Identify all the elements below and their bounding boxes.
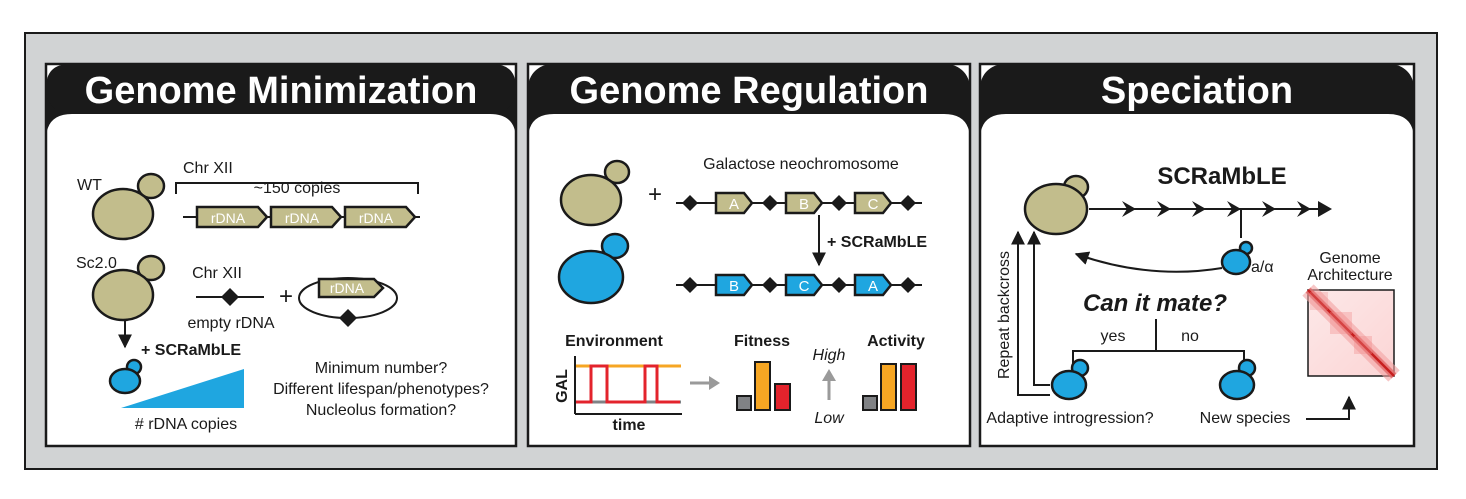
sc20-yeast-icon	[91, 254, 166, 322]
rdna-label: rDNA	[211, 210, 246, 226]
gene-box	[784, 191, 824, 215]
chr-xii-label-top: Chr XII	[183, 160, 233, 177]
time-axis-label: time	[613, 417, 646, 434]
copies-bracket	[175, 182, 419, 194]
backcross-arrow-inner	[1027, 230, 1050, 386]
gene-label: A	[729, 196, 739, 213]
plus-sign: +	[279, 283, 293, 310]
gene-box	[784, 273, 824, 297]
rdna-label: rDNA	[285, 210, 320, 226]
return-arrow	[1074, 251, 1223, 273]
mating-type-label: a/α	[1251, 259, 1274, 276]
scramble-label: + SCRaMbLE	[141, 342, 241, 359]
neochromosome-bottom: B C A	[676, 273, 922, 297]
no-label: no	[1181, 328, 1199, 345]
rdna-copies-label: # rDNA copies	[135, 416, 237, 433]
rdna-array: rDNA rDNA rDNA	[195, 205, 417, 229]
genome-arch-label-1: Genome	[1319, 250, 1380, 267]
scramble-timeline	[1089, 201, 1332, 217]
yes-label: yes	[1101, 328, 1126, 345]
gene-label: C	[868, 196, 879, 213]
mating-yeast-icon	[1220, 240, 1254, 276]
panel-header	[46, 64, 516, 114]
plus-sign: +	[648, 181, 662, 208]
scramble-label: + SCRaMbLE	[827, 234, 927, 251]
wt-label: WT	[77, 177, 102, 194]
adaptive-label: Adaptive introgression?	[986, 410, 1153, 427]
gene-label: A	[868, 278, 878, 295]
gene-label: B	[799, 196, 809, 213]
environment-plot	[574, 356, 682, 415]
neochromosome-top: A B C	[676, 191, 922, 215]
rdna-label: rDNA	[359, 210, 394, 226]
hybrid-yeast-icon	[1050, 358, 1090, 401]
genome-arch-label-2: Architecture	[1307, 267, 1392, 284]
new-species-yeast-icon	[1218, 358, 1257, 401]
gene-label: C	[799, 278, 810, 295]
rdna-circle-plasmid: rDNA	[298, 277, 398, 327]
rdna-label: rDNA	[330, 280, 365, 296]
low-label: Low	[814, 410, 845, 427]
architecture-arrow	[1306, 395, 1356, 420]
backcross-label: Repeat backcross	[996, 251, 1013, 379]
rdna-copies-wedge	[121, 369, 244, 408]
centromere-diamond	[221, 288, 239, 306]
panel-title: Speciation	[1101, 70, 1293, 112]
copies-label: ~150 copies	[254, 180, 341, 197]
gene-box	[853, 191, 893, 215]
rdna-unit	[343, 205, 417, 229]
backcross-arrow-outer	[1011, 230, 1050, 396]
gene-label: B	[729, 278, 739, 295]
question-nucleolus: Nucleolus formation?	[306, 402, 456, 419]
neochromosome-label: Galactose neochromosome	[703, 156, 899, 173]
blue-yeast-icon	[557, 232, 630, 305]
hic-heatmap	[1302, 284, 1400, 382]
high-label: High	[813, 347, 846, 364]
olive-yeast-icon	[559, 159, 631, 227]
fitness-bars	[736, 361, 791, 411]
panel-genome-regulation: Genome Regulation + Galactose neochromos…	[526, 62, 972, 448]
new-species-label: New species	[1200, 410, 1291, 427]
gal-axis-label: GAL	[554, 369, 571, 403]
environment-label: Environment	[565, 333, 663, 350]
chr-xii-label-bottom: Chr XII	[192, 265, 242, 282]
panel-title: Genome Minimization	[85, 70, 478, 112]
rdna-unit	[269, 205, 343, 229]
panel-speciation: Speciation SCRaMbLE a/α Can it mate? yes…	[978, 62, 1416, 448]
gene-box	[714, 191, 754, 215]
sc20-label: Sc2.0	[76, 255, 117, 272]
fitness-label: Fitness	[734, 333, 790, 350]
rdna-unit	[195, 205, 269, 229]
parent-yeast-icon	[1023, 174, 1090, 236]
wt-yeast-icon	[91, 172, 166, 241]
mate-question: Can it mate?	[1083, 290, 1227, 317]
question-minimum: Minimum number?	[315, 360, 448, 377]
gene-box	[714, 273, 754, 297]
gene-box	[853, 273, 893, 297]
scrambled-yeast-icon	[108, 358, 143, 395]
empty-rdna-label: empty rDNA	[187, 315, 274, 332]
scramble-label: SCRaMbLE	[1157, 163, 1286, 190]
question-lifespan: Different lifespan/phenotypes?	[273, 381, 489, 398]
panel-genome-minimization: Genome Minimization WT Chr XII ~150 copi…	[44, 62, 518, 448]
activity-bars	[862, 363, 917, 411]
panel-title: Genome Regulation	[570, 70, 929, 112]
activity-label: Activity	[867, 333, 925, 350]
